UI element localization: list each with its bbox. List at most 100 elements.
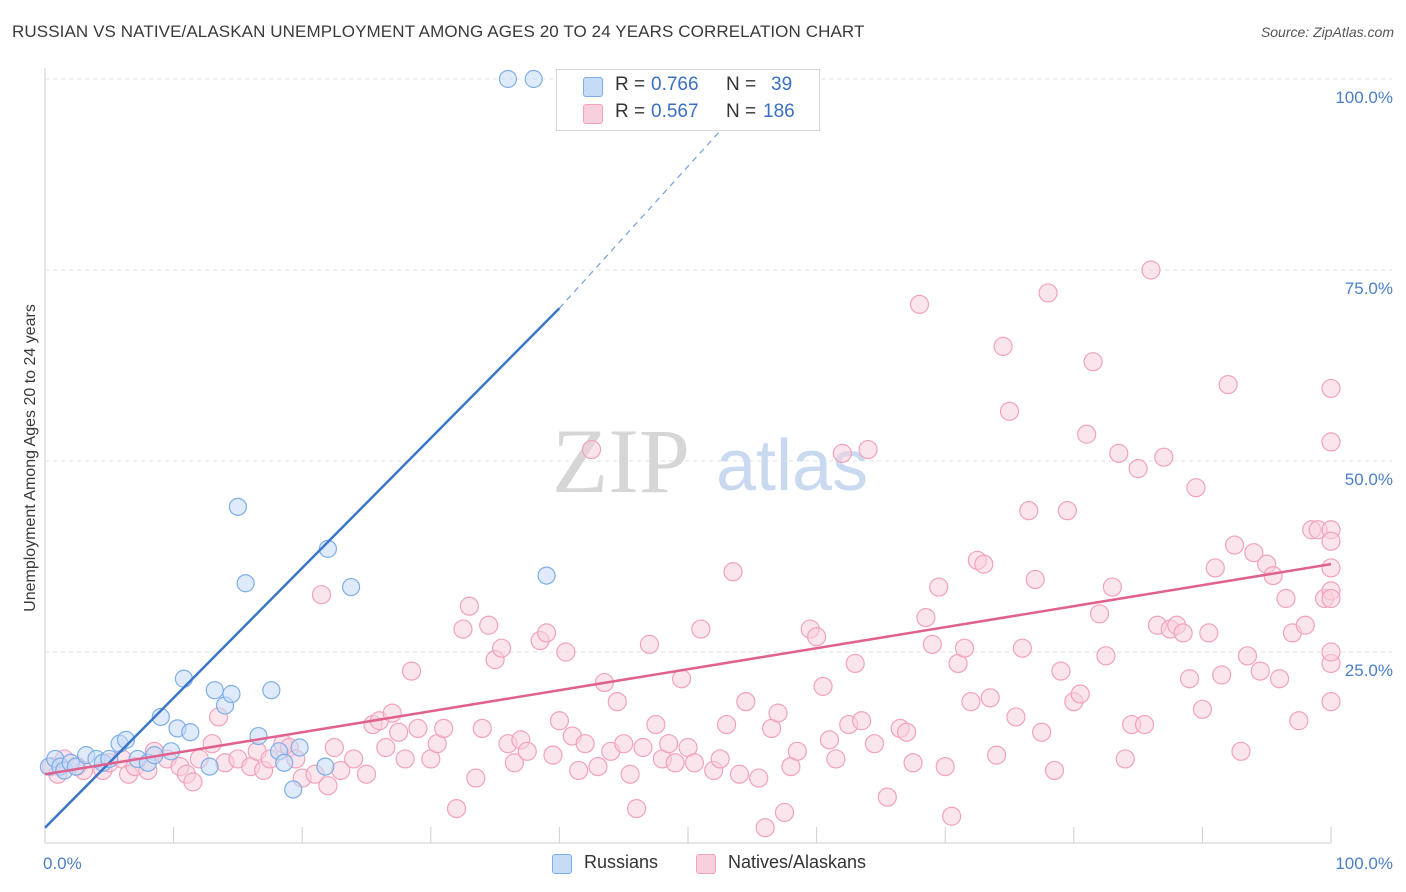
watermark: ZIP atlas bbox=[552, 410, 868, 512]
russian-point bbox=[174, 669, 193, 688]
native-point bbox=[723, 562, 743, 582]
native-point bbox=[768, 703, 788, 723]
native-point bbox=[466, 768, 486, 788]
native-point bbox=[401, 661, 422, 681]
native-point bbox=[1289, 711, 1309, 731]
native-point bbox=[620, 764, 640, 784]
native-point bbox=[691, 619, 711, 639]
russian-points bbox=[39, 69, 556, 799]
y-tick-label: 100.0% bbox=[1335, 88, 1393, 107]
native-point bbox=[1051, 661, 1071, 681]
native-point bbox=[318, 776, 338, 796]
native-point bbox=[864, 734, 885, 754]
native-point bbox=[1154, 447, 1174, 467]
native-point bbox=[1012, 638, 1032, 658]
native-point bbox=[575, 734, 595, 754]
native-point bbox=[987, 745, 1007, 765]
native-point bbox=[1321, 378, 1341, 399]
russian-point bbox=[249, 726, 268, 746]
native-point bbox=[916, 608, 936, 628]
native-point bbox=[903, 753, 923, 773]
y-tick-label: 75.0% bbox=[1345, 279, 1393, 298]
native-point bbox=[787, 741, 807, 761]
native-point bbox=[1205, 558, 1225, 578]
native-point bbox=[389, 722, 409, 742]
native-point bbox=[877, 787, 897, 807]
native-point bbox=[1269, 669, 1290, 689]
native-point bbox=[774, 802, 795, 823]
native-point bbox=[543, 745, 563, 765]
axes bbox=[44, 68, 1332, 844]
native-point bbox=[324, 737, 344, 758]
native-point bbox=[1212, 665, 1232, 685]
trendlines bbox=[44, 109, 1332, 829]
native-point bbox=[1321, 588, 1341, 609]
russian-point bbox=[151, 707, 170, 727]
native-point bbox=[479, 615, 499, 635]
native-point bbox=[755, 818, 775, 838]
native-point bbox=[1192, 699, 1213, 719]
native-point bbox=[1321, 558, 1341, 578]
legend-n-value: 186 bbox=[763, 101, 795, 122]
native-point bbox=[1179, 669, 1200, 689]
native-point bbox=[639, 634, 660, 654]
russian-point bbox=[284, 780, 303, 799]
native-point bbox=[453, 619, 473, 639]
native-point bbox=[1006, 707, 1026, 727]
native-point bbox=[993, 336, 1013, 356]
legend-r-value: 0.766 bbox=[651, 74, 699, 95]
native-point bbox=[1109, 443, 1129, 463]
russian-trendline-extension bbox=[558, 109, 740, 309]
legend-r-label: R = bbox=[615, 74, 646, 95]
native-point bbox=[1096, 646, 1116, 666]
native-point bbox=[1276, 588, 1296, 609]
native-point bbox=[1173, 623, 1193, 643]
native-point bbox=[897, 722, 917, 742]
native-point bbox=[517, 741, 537, 761]
native-point bbox=[1237, 646, 1258, 666]
native-point bbox=[665, 753, 685, 773]
native-point bbox=[684, 753, 705, 773]
native-point bbox=[1038, 283, 1058, 303]
legend-n-value: 39 bbox=[771, 74, 793, 95]
russian-trendline bbox=[44, 307, 561, 829]
source-label: Source: ZipAtlas.com bbox=[1260, 24, 1394, 40]
x-tick-label-min: 0.0% bbox=[43, 854, 82, 873]
native-point bbox=[929, 577, 949, 597]
bottom-legend-label-natives: Natives/Alaskans bbox=[728, 852, 867, 872]
native-point bbox=[954, 638, 975, 658]
russian-point bbox=[116, 730, 136, 749]
native-point bbox=[408, 718, 428, 739]
y-tick-label: 50.0% bbox=[1345, 470, 1393, 489]
native-point bbox=[909, 294, 930, 314]
native-point bbox=[832, 443, 852, 463]
native-point bbox=[646, 714, 666, 735]
watermark-atlas: atlas bbox=[716, 426, 868, 506]
russian-point bbox=[228, 497, 247, 516]
legend-swatch-natives bbox=[583, 104, 603, 124]
legend-r-label: R = bbox=[615, 101, 646, 122]
russian-point bbox=[181, 723, 200, 742]
native-point bbox=[845, 653, 865, 674]
x-tick-label-max: 100.0% bbox=[1335, 854, 1393, 873]
native-point bbox=[376, 737, 396, 758]
gridlines bbox=[45, 78, 1392, 653]
native-point bbox=[1089, 604, 1110, 624]
native-point bbox=[1070, 684, 1090, 704]
bottom-legend-swatch-russians bbox=[552, 854, 572, 874]
native-point bbox=[729, 764, 750, 784]
native-point bbox=[581, 439, 602, 460]
native-point bbox=[1321, 531, 1341, 551]
native-point bbox=[1025, 569, 1045, 590]
russian-point bbox=[222, 684, 241, 704]
native-point bbox=[1321, 642, 1341, 662]
russian-point bbox=[236, 574, 255, 593]
native-point bbox=[1321, 692, 1341, 712]
native-point bbox=[446, 799, 467, 819]
y-tick-label: 25.0% bbox=[1345, 661, 1393, 680]
native-point bbox=[659, 734, 679, 754]
native-point bbox=[1244, 543, 1264, 563]
native-point bbox=[1083, 352, 1103, 372]
bottom-legend-label-russians: Russians bbox=[584, 852, 659, 872]
native-point bbox=[1134, 714, 1155, 735]
